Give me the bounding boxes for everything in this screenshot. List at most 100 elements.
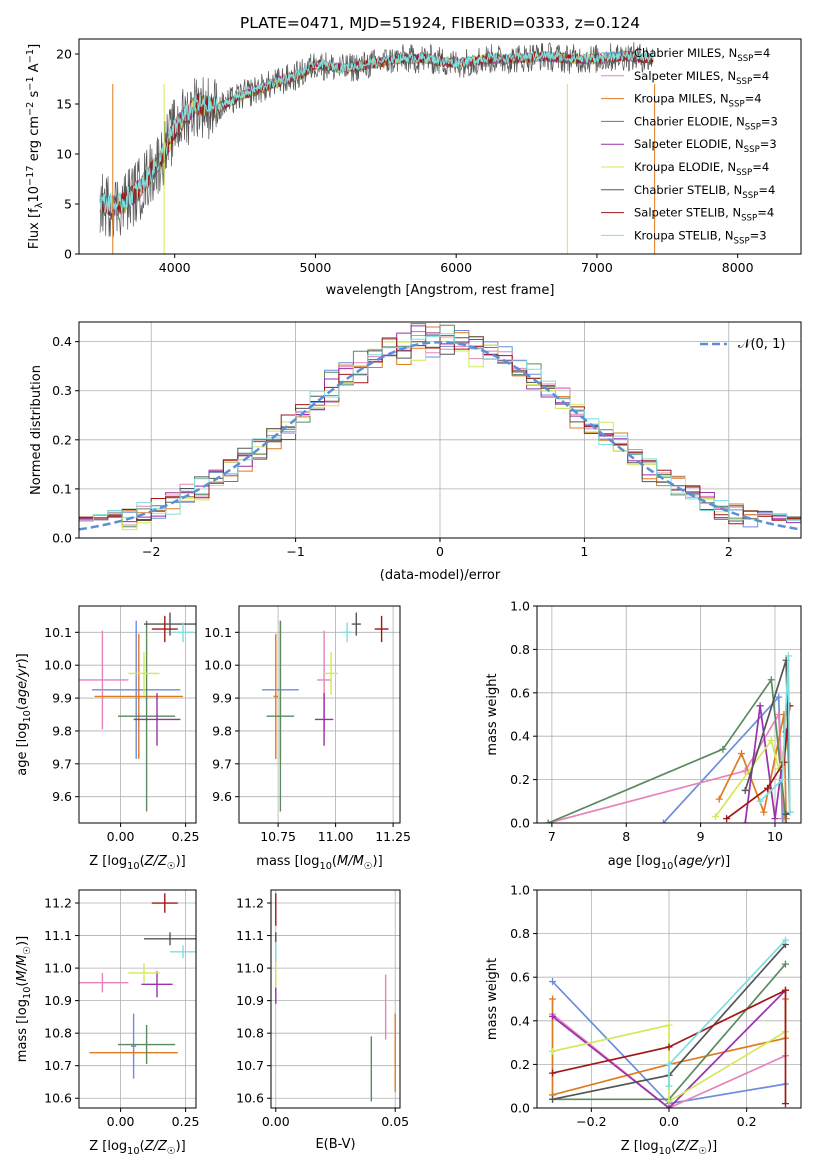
x-axis-label: mass [log10(M/M☉)] [256, 854, 382, 872]
y-tick-label: 10.7 [236, 1058, 264, 1073]
x-tick-label: 7000 [581, 260, 613, 275]
massweight-line [759, 655, 791, 813]
spectrum-series [99, 50, 654, 216]
x-tick-label: 0.00 [107, 829, 135, 844]
x-tick-label: 9 [697, 829, 705, 844]
y-tick-label: 20 [56, 47, 72, 62]
massweight-marker [771, 815, 779, 823]
y-tick-label: 0.4 [52, 334, 72, 349]
legend-label: 𝒩(0, 1) [738, 337, 785, 352]
massweight-marker [760, 808, 768, 816]
y-tick-label: 10.9 [236, 993, 264, 1008]
residuals-xlabel: (data-model)/error [380, 568, 501, 583]
y-tick-label: 10.0 [204, 658, 232, 673]
y-tick-label: 0.3 [52, 383, 72, 398]
y-tick-label: 11.2 [44, 896, 72, 911]
y-tick-label: 10.1 [204, 625, 232, 640]
residuals-ylabel: Normed distribution [29, 365, 44, 495]
spectrum-xlabel: wavelength [Angstrom, rest frame] [326, 283, 555, 298]
age_vs_mass-frame [238, 605, 401, 824]
massweight-marker [782, 819, 790, 823]
x-tick-label: −1 [286, 544, 304, 559]
legend-label: Kroupa STELIB, NSSP=3 [634, 228, 767, 246]
y-tick-label: 0.2 [52, 432, 72, 447]
x-tick-label: 10 [767, 829, 783, 844]
massweight-marker [756, 702, 764, 710]
massweight-marker [781, 986, 789, 994]
spectrum-series [99, 42, 654, 238]
x-tick-label: 0.00 [262, 1114, 290, 1129]
massweight-line [744, 660, 791, 816]
y-tick-label: 0.1 [52, 481, 72, 496]
massweight-marker [781, 936, 789, 944]
massweight-marker [778, 776, 786, 784]
y-tick-label: 0.2 [510, 772, 530, 787]
residual-histogram [79, 333, 801, 523]
spectrum-series [99, 50, 654, 215]
massweight-marker [786, 702, 794, 710]
y-axis-label: mass [log10(M/M☉)] [15, 936, 33, 1062]
x-axis-label: Z [log10(Z/Z☉)] [89, 854, 186, 872]
massweight-marker [784, 652, 792, 660]
massweight-marker [775, 693, 783, 701]
x-axis-label: E(B-V) [315, 1137, 355, 1152]
y-tick-label: 1.0 [510, 599, 530, 614]
y-tick-label: 9.6 [52, 789, 72, 804]
y-axis-label: mass weight [485, 673, 500, 755]
massweight-marker [659, 819, 667, 823]
x-tick-label: 0 [436, 544, 444, 559]
massweight-line [552, 988, 787, 1104]
massweight-marker [781, 1100, 789, 1108]
y-tick-label: 11.1 [44, 928, 72, 943]
massweight-line [662, 694, 784, 823]
massweight-marker [665, 1097, 673, 1105]
age_vs_Z-axes [75, 606, 196, 827]
x-tick-label: 10.75 [260, 829, 296, 844]
spectrum-ylabel: Flux [fλ10−17 erg cm−2 s−1 A−1] [25, 44, 45, 249]
age_vs_mass-points [262, 612, 389, 812]
mass_vs_Z-frame [78, 889, 197, 1109]
massweight-marker [767, 676, 775, 684]
massweight-marker [665, 1021, 673, 1029]
y-tick-label: 0.0 [510, 1101, 530, 1116]
massweight-marker [711, 812, 719, 820]
x-axis-label: age [log10(age/yr)] [608, 854, 731, 872]
massweight_vs_age-frame [536, 605, 802, 824]
spectrum-series [99, 50, 654, 215]
massweight-marker [741, 786, 749, 794]
y-tick-label: 9.6 [212, 789, 232, 804]
y-tick-label: 9.7 [212, 756, 232, 771]
x-tick-label: 0.00 [107, 1114, 135, 1129]
y-tick-label: 9.7 [52, 756, 72, 771]
x-tick-label: 4000 [159, 260, 191, 275]
x-tick-label: −0.2 [576, 1114, 606, 1129]
x-tick-label: −2 [142, 544, 160, 559]
age_vs_mass-axes [235, 606, 400, 827]
x-tick-label: 6000 [440, 260, 472, 275]
spectrum-frame [78, 38, 802, 255]
y-tick-label: 11.2 [236, 896, 264, 911]
spectrum-series [99, 51, 654, 216]
massweight-marker [723, 815, 731, 823]
massweight-marker [549, 1095, 557, 1103]
y-tick-label: 10.8 [44, 1026, 72, 1041]
massweight-marker [665, 1104, 673, 1108]
age_vs_Z-points [79, 612, 196, 812]
x-axis-label: Z [log10(Z/Z☉)] [621, 1139, 718, 1157]
y-tick-label: 0.4 [510, 729, 530, 744]
y-tick-label: 5 [64, 197, 72, 212]
massweight-marker [544, 819, 552, 823]
x-tick-label: 11.00 [318, 829, 354, 844]
massweight-line [714, 738, 787, 818]
y-tick-label: 0.6 [510, 970, 530, 985]
massweight_vs_Z-frame [536, 889, 802, 1109]
massweight-line [551, 989, 787, 1108]
y-tick-label: 10.1 [44, 625, 72, 640]
legend-label: Chabrier MILES, NSSP=4 [634, 46, 770, 64]
x-axis-label: Z [log10(Z/Z☉)] [89, 1139, 186, 1157]
y-tick-label: 15 [56, 97, 72, 112]
x-tick-label: 5000 [300, 260, 332, 275]
y-tick-label: 0.6 [510, 685, 530, 700]
residuals-axes [75, 322, 801, 542]
x-tick-label: 0.25 [172, 829, 200, 844]
